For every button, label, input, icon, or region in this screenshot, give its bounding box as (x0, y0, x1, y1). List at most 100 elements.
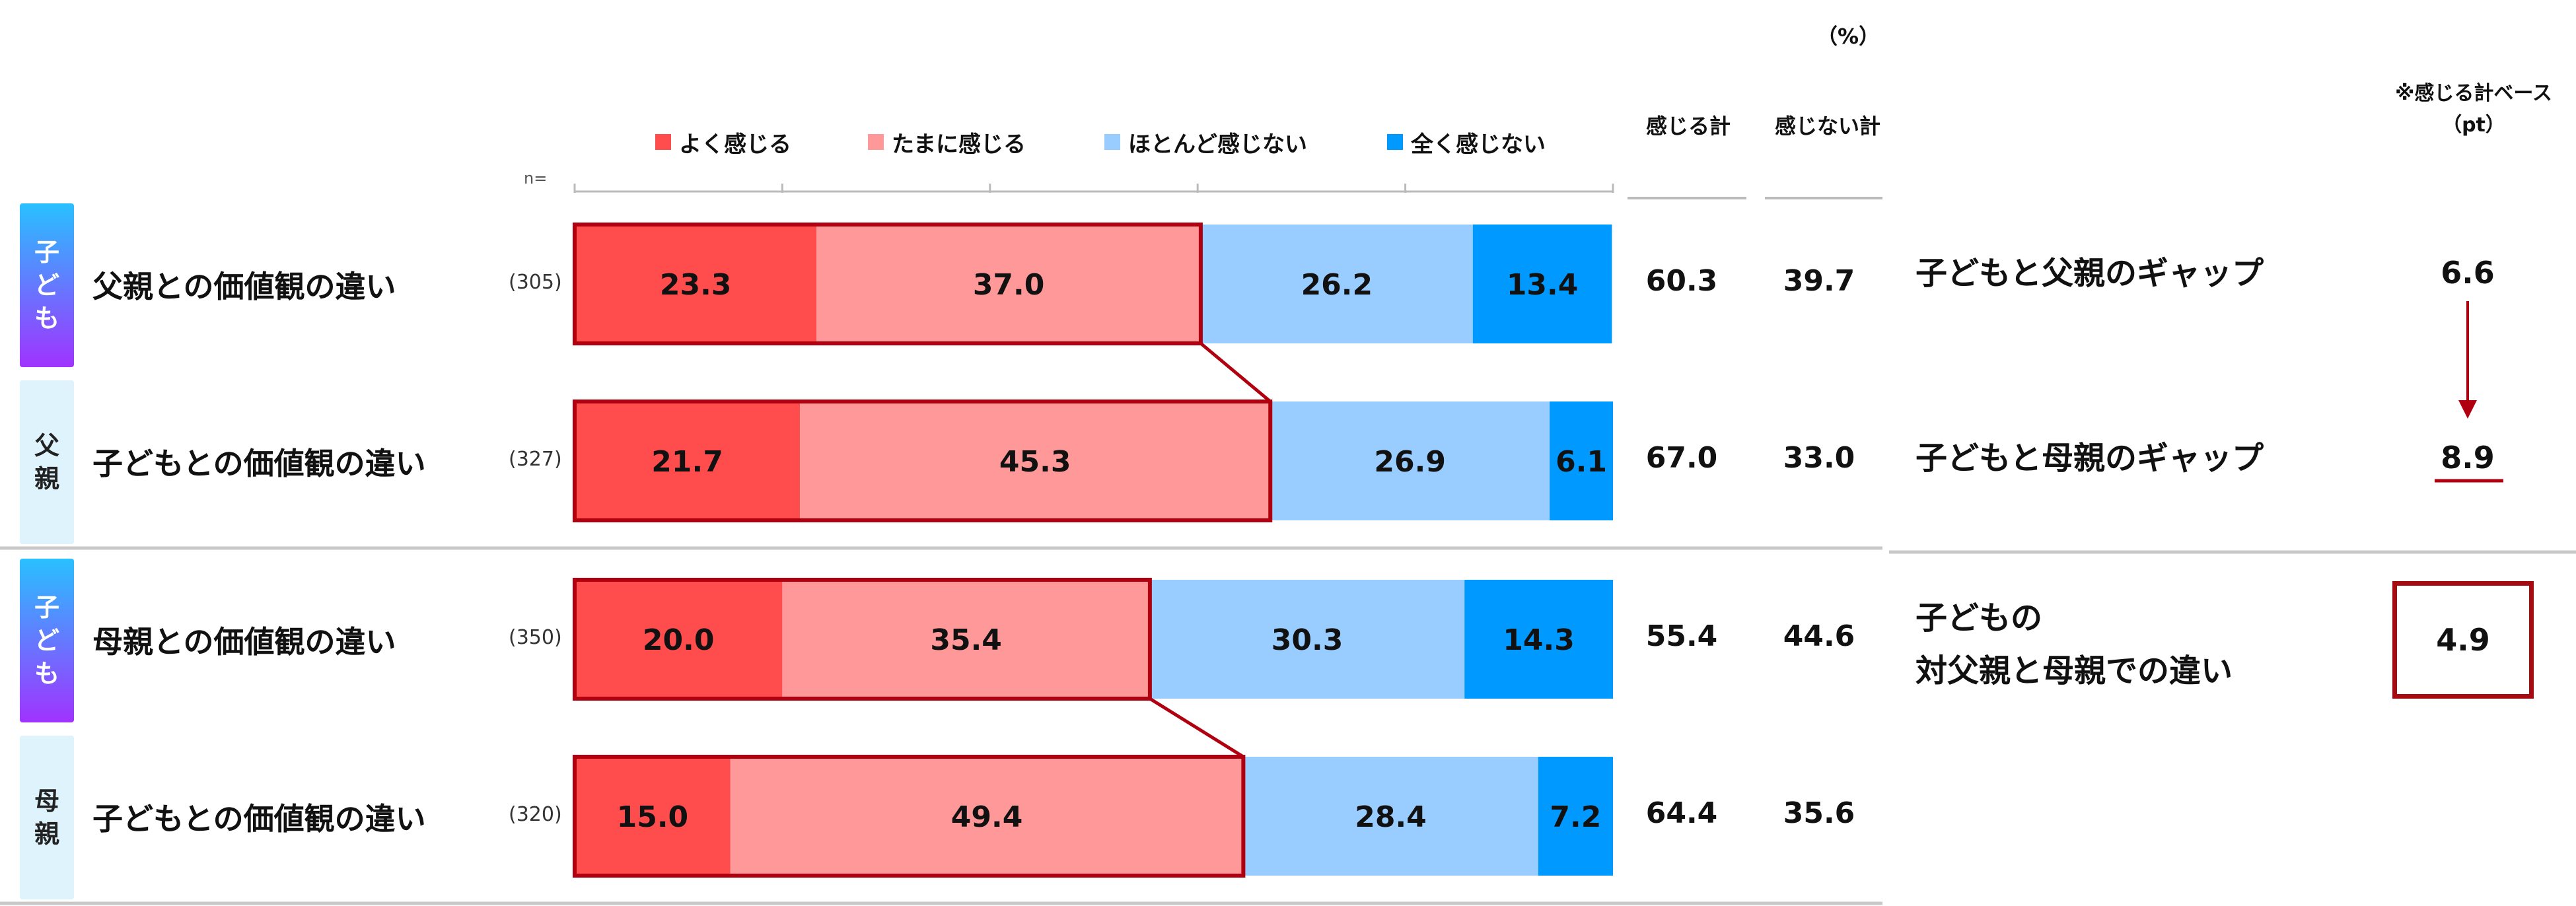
bar-segment (1149, 580, 1465, 699)
row-n-4: (320) (509, 803, 562, 826)
n-header: n= (524, 169, 548, 188)
gap-label-diff: 子どもの 対父親と母親での違い (1915, 592, 2233, 697)
bar-value-label: 28.4 (1355, 800, 1427, 834)
bar-segment (730, 757, 1244, 876)
row-tag-char: も (34, 304, 59, 333)
row-tag-mother: 母 親 (20, 736, 74, 899)
gap-value-father: 6.6 (2441, 255, 2495, 291)
gap-label-diff-line-1: 子どもの (1915, 600, 2043, 637)
right-note-line-2: （pt） (2442, 114, 2505, 137)
row-tag-char: 親 (34, 819, 59, 849)
row-tag-char: 親 (34, 464, 59, 493)
bar-value-label: 30.3 (1271, 623, 1343, 657)
column-header-not-feel: 感じない計 (1774, 114, 1880, 139)
row-n-3: (350) (509, 626, 562, 649)
right-note: ※感じる計ベース （pt） (2378, 78, 2569, 141)
bars-group: 23.3 37.0 26.2 13.4 21.7 45.3 26.9 6.1 20.0 35.4 3… (0, 184, 2576, 905)
unit-label: （%） (1816, 24, 1880, 49)
row-tag-char: も (34, 659, 59, 688)
legend-label-often: よく感じる (679, 131, 791, 158)
legend-item-sometimes: たまに感じる (868, 125, 1026, 158)
row-tag-char: 子 (34, 593, 59, 622)
feel-outline (573, 400, 1273, 522)
gap-connector (1199, 342, 1271, 403)
legend-item-often: よく感じる (655, 125, 791, 158)
legend-item-never: 全く感じない (1387, 125, 1546, 158)
row-tag-child-2: 子 ど も (20, 559, 74, 722)
bar-segment (1464, 580, 1613, 699)
bar-value-label: 21.7 (651, 445, 723, 479)
bar-value-label: 26.2 (1301, 268, 1373, 302)
sum-not-feel-1: 39.7 (1783, 264, 1855, 298)
bar-value-label: 35.4 (930, 623, 1002, 657)
row-label-1: 父親との価値観の違い (92, 269, 396, 304)
bar-value-label: 26.9 (1374, 445, 1446, 479)
legend-label-sometimes: たまに感じる (892, 131, 1026, 158)
feel-outline (573, 755, 1246, 878)
arrow-head (2458, 400, 2477, 419)
legend-swatch-sometimes (868, 134, 884, 150)
bar-value-label: 49.4 (951, 800, 1023, 834)
bar-value-label: 37.0 (973, 268, 1045, 302)
bar-segment (1550, 401, 1613, 520)
gap-value-mother: 8.9 (2441, 440, 2495, 475)
row-n-1: (305) (509, 271, 562, 294)
gap-label-mother: 子どもと母親のギャップ (1915, 440, 2264, 477)
legend-label-rarely: ほとんど感じない (1128, 131, 1307, 158)
sum-not-feel-2: 33.0 (1783, 441, 1855, 475)
legend-swatch-often (655, 134, 671, 150)
bar-segment (1243, 757, 1538, 876)
sum-not-feel-4: 35.6 (1783, 796, 1855, 830)
row-n-2: (327) (509, 448, 562, 471)
row-label-4: 子どもとの価値観の違い (92, 801, 426, 837)
overlay-group (573, 223, 2503, 878)
row-tag-child-1: 子 ど も (20, 203, 74, 367)
bar-value-label: 20.0 (643, 623, 715, 657)
bar-segment (816, 225, 1201, 343)
bar-segment (575, 401, 801, 520)
right-note-line-1: ※感じる計ベース (2395, 82, 2552, 105)
bar-segment (782, 580, 1150, 699)
bar-segment (800, 401, 1271, 520)
sum-feel-3: 55.4 (1645, 619, 1718, 653)
bar-segment (1200, 225, 1473, 343)
bar-value-label: 45.3 (999, 445, 1071, 479)
legend-swatch-rarely (1104, 134, 1120, 150)
row-tag-father: 父 親 (20, 380, 74, 544)
gap-value-diff-box: 4.9 (2392, 581, 2534, 699)
bar-value-label: 23.3 (660, 268, 732, 302)
feel-outline (573, 223, 1203, 345)
bar-value-label: 14.3 (1503, 623, 1575, 657)
legend-swatch-never (1387, 134, 1403, 150)
bar-value-label: 13.4 (1507, 268, 1579, 302)
sum-feel-1: 60.3 (1645, 264, 1718, 298)
bar-segment (1472, 225, 1612, 343)
row-label-2: 子どもとの価値観の違い (92, 446, 426, 481)
row-tag-char: ど (34, 271, 59, 300)
gap-value-diff: 4.9 (2436, 622, 2490, 658)
bar-segment (575, 225, 817, 343)
sum-feel-2: 67.0 (1645, 441, 1718, 475)
bar-value-label: 6.1 (1556, 445, 1607, 479)
gap-label-diff-line-2: 対父親と母親での違い (1915, 652, 2233, 689)
bar-segment (575, 757, 731, 876)
bar-segment (1270, 401, 1550, 520)
bar-segment (575, 580, 783, 699)
legend-label-never: 全く感じない (1411, 131, 1546, 158)
row-tag-char: 母 (34, 786, 59, 816)
row-tag-char: ど (34, 626, 59, 655)
row-tag-char: 子 (34, 238, 59, 267)
bar-value-label: 7.2 (1550, 800, 1601, 834)
sum-feel-4: 64.4 (1645, 796, 1718, 830)
row-label-3: 母親との価値観の違い (92, 624, 396, 660)
gap-connector (1149, 697, 1244, 759)
bar-segment (1538, 757, 1613, 876)
column-header-feel: 感じる計 (1645, 114, 1731, 139)
bar-value-label: 15.0 (617, 800, 689, 834)
row-tag-char: 父 (34, 431, 59, 460)
legend-item-rarely: ほとんど感じない (1104, 125, 1307, 158)
sum-not-feel-3: 44.6 (1783, 619, 1855, 653)
feel-outline (573, 578, 1152, 701)
